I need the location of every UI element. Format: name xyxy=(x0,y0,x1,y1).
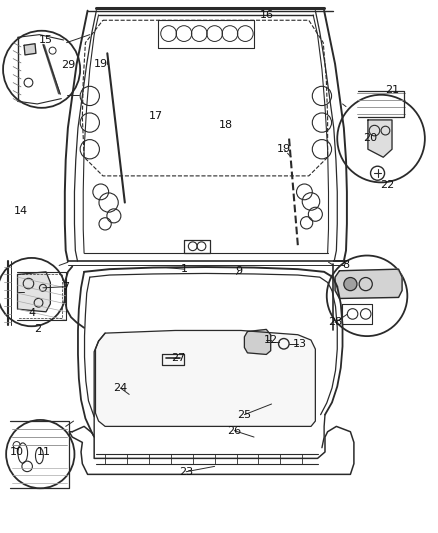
Text: 17: 17 xyxy=(148,111,162,121)
Text: 20: 20 xyxy=(363,133,377,142)
Polygon shape xyxy=(18,272,50,312)
Text: 19: 19 xyxy=(94,59,108,69)
Text: 26: 26 xyxy=(227,426,241,435)
Text: 13: 13 xyxy=(293,339,307,349)
Text: 14: 14 xyxy=(14,206,28,215)
Text: 9: 9 xyxy=(235,266,242,276)
Text: 27: 27 xyxy=(172,353,186,363)
Polygon shape xyxy=(244,329,271,354)
Text: 19: 19 xyxy=(277,144,291,154)
Text: 12: 12 xyxy=(264,335,278,345)
Text: 23: 23 xyxy=(179,467,193,477)
Text: 2: 2 xyxy=(34,325,41,334)
Text: 10: 10 xyxy=(10,447,24,457)
Text: 1: 1 xyxy=(180,264,187,274)
Text: 15: 15 xyxy=(39,35,53,45)
Circle shape xyxy=(344,278,357,290)
Text: 7: 7 xyxy=(62,282,69,292)
Text: 8: 8 xyxy=(343,260,350,270)
Text: 4: 4 xyxy=(28,309,35,318)
Text: 18: 18 xyxy=(219,120,233,130)
Text: 25: 25 xyxy=(237,410,251,419)
Text: 29: 29 xyxy=(61,60,75,70)
Text: 21: 21 xyxy=(385,85,399,94)
Polygon shape xyxy=(95,330,315,426)
Text: 11: 11 xyxy=(37,447,51,457)
Text: 24: 24 xyxy=(113,383,127,393)
Text: 22: 22 xyxy=(381,181,395,190)
Polygon shape xyxy=(368,120,392,157)
Polygon shape xyxy=(24,44,36,55)
Text: 28: 28 xyxy=(328,318,342,327)
Text: 16: 16 xyxy=(260,10,274,20)
Polygon shape xyxy=(335,269,402,298)
